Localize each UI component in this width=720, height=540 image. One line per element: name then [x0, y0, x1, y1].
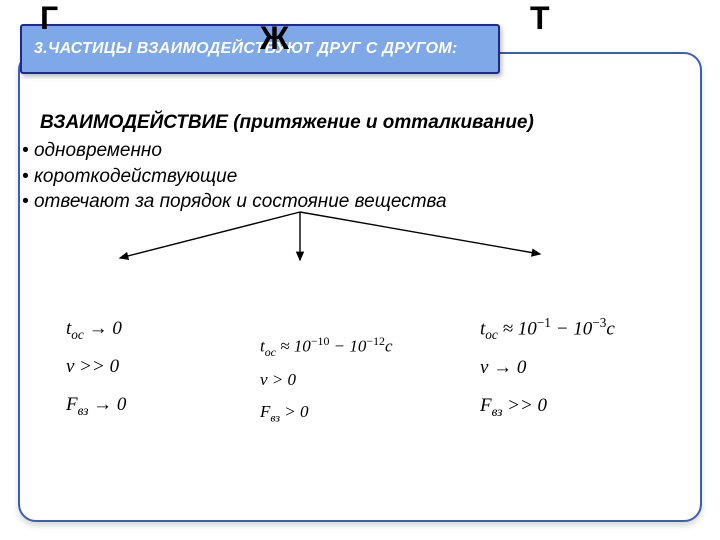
- formula-line: tос ≈ 10−1 − 10−3с: [480, 310, 615, 349]
- expr: ≈ 10: [276, 337, 311, 356]
- state-label-gas: Г: [40, 0, 58, 37]
- subscript: ос: [71, 327, 84, 342]
- subscript: вз: [78, 403, 89, 418]
- heading: ВЗАИМОДЕЙСТВИЕ (притяжение и отталкивани…: [40, 112, 690, 134]
- formula-line: tос → 0: [66, 310, 126, 348]
- formulas-solid: tос ≈ 10−1 − 10−3с v → 0 Fвз >> 0: [480, 310, 615, 425]
- var-f: F: [66, 394, 78, 415]
- expr: → 0: [88, 394, 126, 415]
- expr: ≈ 10: [498, 318, 537, 339]
- var-f: F: [480, 395, 492, 416]
- subscript: ос: [485, 327, 498, 342]
- subscript: вз: [270, 410, 280, 424]
- expr: > 0: [280, 402, 308, 421]
- formula-line: v → 0: [480, 349, 615, 387]
- formula-line: v > 0: [260, 364, 393, 396]
- unit: с: [606, 318, 614, 339]
- unit: с: [385, 337, 393, 356]
- superscript: −1: [537, 315, 551, 330]
- formulas-gas: tос → 0 v >> 0 Fвз → 0: [66, 310, 126, 425]
- formula-line: v >> 0: [66, 348, 126, 386]
- formula-line: Fвз → 0: [66, 386, 126, 424]
- bullet-list: одновременно короткодействующие отвечают…: [22, 138, 690, 215]
- state-label-solid: Т: [530, 0, 550, 37]
- expr: → 0: [84, 318, 122, 339]
- formula-line: Fвз >> 0: [480, 387, 615, 425]
- title-text: 3.ЧАСТИЦЫ ВЗАИМОДЕЙСТВУЮТ ДРУГ С ДРУГОМ:: [34, 40, 458, 58]
- superscript: −10: [311, 334, 330, 348]
- bullet-item: одновременно: [22, 138, 690, 164]
- expr: − 10: [329, 337, 366, 356]
- expr: − 10: [551, 318, 592, 339]
- state-label-liquid: Ж: [260, 20, 289, 57]
- subscript: ос: [265, 345, 276, 359]
- superscript: −12: [366, 334, 385, 348]
- formula-line: Fвз > 0: [260, 396, 393, 429]
- superscript: −3: [592, 315, 606, 330]
- formulas-liquid: tос ≈ 10−10 − 10−12с v > 0 Fвз > 0: [260, 330, 393, 429]
- bullet-item: отвечают за порядок и состояние вещества: [22, 189, 690, 215]
- expr: >> 0: [502, 395, 547, 416]
- var-f: F: [260, 402, 270, 421]
- content-block: ВЗАИМОДЕЙСТВИЕ (притяжение и отталкивани…: [40, 112, 690, 215]
- subscript: вз: [492, 404, 503, 419]
- formula-line: tос ≈ 10−10 − 10−12с: [260, 330, 393, 364]
- bullet-item: короткодействующие: [22, 164, 690, 190]
